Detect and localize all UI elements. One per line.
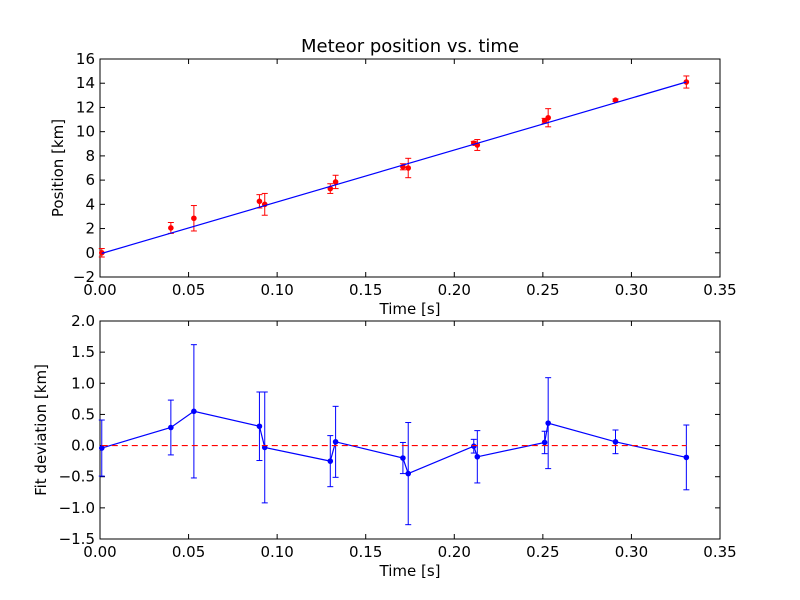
position-data-point	[545, 114, 551, 121]
position-y-tick-label: 14	[76, 74, 95, 92]
position-y-tick-label: 8	[85, 147, 95, 165]
deviation-y-tick-label: −0.5	[59, 468, 95, 486]
deviation-panel: Time [s] Fit deviation [km] 0.00 0.05 0.10…	[32, 312, 737, 580]
deviation-data-point	[168, 424, 174, 431]
position-y-tick-label: 0	[85, 244, 95, 262]
deviation-y-axis-label: Fit deviation [km]	[32, 364, 50, 496]
position-y-axis-label: Position [km]	[49, 119, 67, 217]
deviation-plot-frame	[99, 320, 721, 540]
position-y-tick-label: −2	[73, 268, 95, 286]
deviation-data-point	[541, 439, 548, 446]
deviation-data-point	[400, 455, 406, 461]
position-data-point	[168, 225, 174, 231]
position-y-tick-label: 6	[85, 171, 95, 189]
deviation-data-point	[683, 454, 690, 461]
deviation-data-point	[191, 408, 197, 415]
position-plot-frame	[99, 58, 721, 278]
position-fit-line	[101, 81, 687, 254]
deviation-x-tick-label: 0.05	[172, 543, 205, 561]
deviation-x-tick-label: 0.00	[83, 543, 116, 561]
position-data-point	[191, 215, 197, 222]
deviation-x-axis-label: Time [s]	[379, 562, 441, 580]
deviation-data-point	[256, 423, 263, 430]
position-data-point	[405, 165, 412, 171]
position-x-tick-label: 0.20	[438, 281, 471, 299]
deviation-y-tick-label: −1.5	[59, 530, 95, 548]
deviation-x-tick-label: 0.20	[438, 543, 471, 561]
position-x-tick-label: 0.10	[260, 281, 293, 299]
deviation-data-point	[545, 420, 551, 426]
position-y-tick-label: 10	[76, 123, 95, 141]
deviation-data-point	[474, 453, 481, 460]
position-x-tick-label: 0.25	[526, 281, 559, 299]
deviation-data-point	[327, 458, 334, 464]
deviation-x-tick-label: 0.15	[349, 543, 382, 561]
deviation-data-point	[98, 445, 105, 451]
deviation-x-tick-label: 0.25	[526, 543, 559, 561]
deviation-y-tick-label: −1.0	[59, 499, 95, 517]
deviation-x-tick-label: 0.10	[260, 543, 293, 561]
position-x-tick-label: 0.30	[615, 281, 648, 299]
deviation-data-point	[470, 443, 477, 449]
position-y-tick-label: 16	[76, 50, 95, 68]
deviation-y-tick-label: 2.0	[71, 312, 95, 330]
position-y-tick-label: 2	[85, 220, 95, 238]
deviation-y-tick-label: 1.5	[71, 343, 95, 361]
deviation-y-tick-label: 0.0	[71, 437, 95, 455]
position-chart-title: Meteor position vs. time	[301, 36, 519, 57]
position-x-tick-label: 0.05	[172, 281, 205, 299]
position-x-tick-label: 0.15	[349, 281, 382, 299]
deviation-data-point	[332, 439, 339, 445]
position-x-tick-label: 0.00	[83, 281, 116, 299]
position-x-tick-label: 0.35	[703, 281, 736, 299]
position-data-point	[256, 198, 263, 205]
deviation-data-point	[612, 439, 619, 445]
position-panel: Meteor position vs. time Time [s] Positi…	[49, 36, 737, 318]
deviation-y-tick-label: 0.5	[71, 405, 95, 423]
position-data-point	[332, 179, 339, 185]
deviation-y-tick-label: 1.0	[71, 374, 95, 392]
deviation-x-tick-label: 0.30	[615, 543, 648, 561]
deviation-data-point	[405, 470, 412, 477]
position-y-tick-label: 12	[76, 98, 95, 116]
deviation-x-tick-label: 0.35	[703, 543, 736, 561]
position-x-axis-label: Time [s]	[379, 300, 441, 318]
position-y-tick-label: 4	[85, 195, 95, 213]
